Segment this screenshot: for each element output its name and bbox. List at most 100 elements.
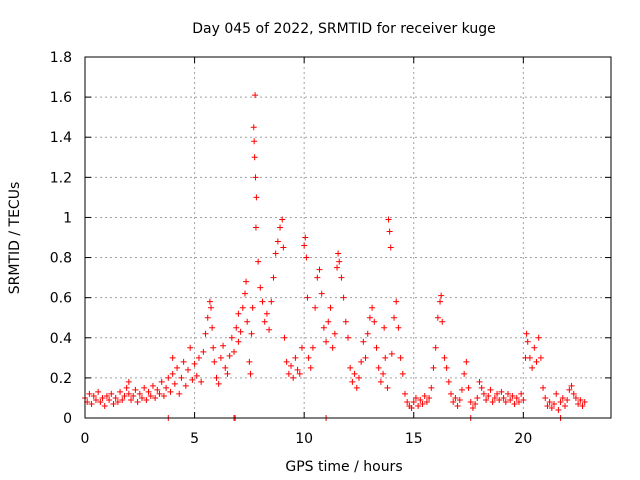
data-point	[185, 366, 192, 373]
data-point	[251, 138, 258, 145]
y-tick-label: 0.4	[50, 331, 72, 347]
data-point	[385, 216, 392, 223]
data-point	[165, 374, 172, 381]
data-point	[292, 354, 299, 361]
data-point	[248, 330, 255, 337]
data-point	[149, 382, 156, 389]
data-point	[114, 398, 121, 405]
x-tick-label: 15	[405, 431, 423, 447]
data-point	[323, 338, 330, 345]
data-point	[95, 388, 102, 395]
data-point	[342, 318, 349, 325]
data-point	[438, 292, 445, 299]
data-point	[247, 370, 254, 377]
data-point	[283, 358, 290, 365]
data-point	[399, 370, 406, 377]
data-point	[329, 344, 336, 351]
data-point	[237, 328, 244, 335]
data-point	[220, 342, 227, 349]
data-point	[397, 354, 404, 361]
data-point	[251, 154, 258, 161]
data-point	[103, 392, 110, 399]
data-point	[213, 374, 220, 381]
data-point	[241, 290, 248, 297]
data-point	[231, 348, 238, 355]
data-point	[285, 370, 292, 377]
data-point	[401, 390, 408, 397]
data-point	[147, 392, 154, 399]
data-point	[112, 394, 119, 401]
data-point	[393, 298, 400, 305]
data-point	[364, 330, 371, 337]
data-point	[217, 354, 224, 361]
data-point	[518, 390, 525, 397]
y-tick-label: 0.6	[50, 291, 72, 307]
data-point	[498, 388, 505, 395]
data-point	[415, 402, 422, 409]
data-point	[387, 244, 394, 251]
data-point	[250, 124, 257, 131]
chart-title: Day 045 of 2022, SRMTID for receiver kug…	[192, 21, 495, 37]
data-point	[117, 388, 124, 395]
data-point	[500, 394, 507, 401]
data-point	[544, 402, 551, 409]
y-tick-label: 1.6	[50, 90, 72, 106]
data-point	[301, 242, 308, 249]
data-point	[134, 398, 141, 405]
data-point	[312, 304, 319, 311]
data-point	[121, 392, 128, 399]
data-point	[441, 354, 448, 361]
data-point	[454, 402, 461, 409]
data-point	[579, 402, 586, 409]
data-point	[189, 376, 196, 383]
data-point	[259, 298, 266, 305]
data-point	[210, 344, 217, 351]
data-point	[296, 370, 303, 377]
data-point	[445, 378, 452, 385]
data-point	[125, 390, 132, 397]
y-axis-title: SRMTID / TECUs	[7, 182, 23, 295]
data-point	[533, 358, 540, 365]
data-point	[154, 386, 161, 393]
data-point	[244, 318, 251, 325]
data-point	[408, 404, 415, 411]
data-point	[180, 358, 187, 365]
data-point	[572, 394, 579, 401]
data-point	[366, 314, 373, 321]
data-point	[439, 318, 446, 325]
data-point	[318, 290, 325, 297]
data-point	[141, 384, 148, 391]
data-point	[252, 224, 259, 231]
data-point	[467, 398, 474, 405]
data-point	[437, 298, 444, 305]
data-point	[290, 374, 297, 381]
data-point	[316, 266, 323, 273]
data-point	[253, 194, 260, 201]
data-point	[261, 318, 268, 325]
data-point	[443, 364, 450, 371]
data-point	[450, 398, 457, 405]
data-point	[375, 364, 382, 371]
data-point	[268, 298, 275, 305]
data-point	[551, 400, 558, 407]
data-point	[176, 390, 183, 397]
data-point	[224, 370, 231, 377]
data-point	[215, 380, 222, 387]
data-point	[381, 324, 388, 331]
data-point	[566, 386, 573, 393]
data-point	[143, 396, 150, 403]
data-point	[557, 398, 564, 405]
data-point	[432, 344, 439, 351]
data-point	[314, 274, 321, 281]
data-point	[169, 370, 176, 377]
data-point	[167, 388, 174, 395]
data-point	[355, 374, 362, 381]
data-point	[280, 244, 287, 251]
data-point	[581, 398, 588, 405]
data-point	[421, 392, 428, 399]
data-point	[235, 338, 242, 345]
data-point	[193, 372, 200, 379]
data-point	[211, 358, 218, 365]
data-point	[529, 364, 536, 371]
data-point	[417, 396, 424, 403]
